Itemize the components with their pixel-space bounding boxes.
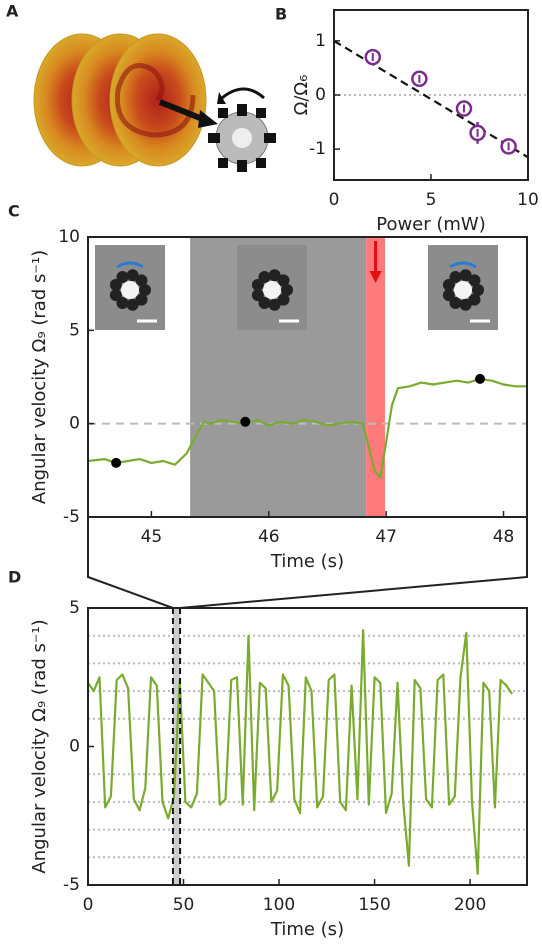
particle-center: [121, 281, 139, 299]
particle: [459, 298, 472, 311]
particle: [268, 269, 281, 282]
data-line: [87, 377, 527, 479]
inset-image: [237, 245, 307, 330]
particle: [126, 269, 139, 282]
particle: [135, 274, 148, 287]
y-axis-label: Angular velocity Ω₉ (rad s⁻¹): [29, 250, 50, 504]
particle: [258, 296, 271, 309]
particle-center: [454, 281, 472, 299]
x-tick-label: 0: [83, 895, 94, 915]
rotation-arrow: [221, 87, 266, 100]
plot-frame: [87, 607, 528, 886]
x-tick-label: 150: [358, 895, 390, 915]
x-tick-label: 200: [454, 895, 486, 915]
y-tick-label: -5: [63, 507, 80, 527]
shaded-region: [366, 237, 385, 517]
panel-label: A: [6, 2, 19, 21]
particle: [442, 278, 455, 291]
x-tick-label: 45: [141, 527, 163, 547]
particle: [468, 293, 481, 306]
x-axis-label: Time (s): [270, 919, 344, 940]
y-tick-label: -1: [309, 139, 326, 159]
arrow-shaft: [158, 99, 207, 123]
particle: [251, 278, 264, 291]
panel-label: B: [275, 5, 287, 24]
arrow-head: [198, 110, 218, 128]
particle: [109, 289, 122, 302]
particle: [116, 296, 129, 309]
y-tick-label: 10: [58, 227, 80, 247]
x-axis-label: Time (s): [270, 551, 344, 572]
marker: [240, 416, 251, 427]
x-tick-label: 5: [426, 190, 437, 210]
particle: [472, 284, 484, 296]
x-tick-label: 100: [263, 895, 295, 915]
y-tick-label: 0: [315, 85, 326, 105]
rotation-arrow-head: [217, 92, 226, 104]
particle: [126, 298, 139, 311]
rotation-arrow: [449, 261, 477, 269]
particle: [268, 298, 281, 311]
marker: [475, 373, 486, 384]
laser-arrow-head: [369, 271, 382, 283]
zoom-connector: [179, 517, 528, 609]
gear: [208, 104, 276, 172]
particle: [277, 274, 290, 287]
x-tick-label: 10: [517, 190, 539, 210]
y-tick-label: 0: [69, 414, 80, 434]
particle: [251, 289, 264, 302]
y-tick-label: 0: [69, 737, 80, 757]
x-tick-label: 0: [329, 190, 340, 210]
particle: [135, 293, 148, 306]
panel-label: C: [8, 202, 20, 221]
particle: [258, 271, 271, 284]
particle: [449, 296, 462, 309]
zoom-connector: [87, 517, 174, 609]
particle: [449, 271, 462, 284]
y-tick-label: 5: [69, 598, 80, 618]
x-tick-label: 47: [375, 527, 397, 547]
panel-label: D: [8, 568, 21, 587]
particle: [459, 269, 472, 282]
particle: [442, 289, 455, 302]
rotation-arrow: [116, 261, 144, 269]
inset-image: [95, 245, 165, 330]
plot-frame: [333, 9, 529, 181]
x-axis-label: Power (mW): [376, 214, 486, 235]
y-axis-label: Ω/Ω₆: [291, 75, 312, 116]
plot-frame: [87, 236, 528, 518]
particle: [116, 271, 129, 284]
y-tick-label: -5: [63, 875, 80, 895]
particle: [139, 284, 151, 296]
particle-center: [263, 281, 281, 299]
particle: [281, 284, 293, 296]
illustration: [33, 33, 276, 172]
x-tick-label: 48: [493, 527, 515, 547]
x-tick-label: 46: [258, 527, 280, 547]
chart-panel: 45 46 47 48 -5 0 5 10 C Time (s) Angular velocity …: [8, 202, 528, 572]
y-tick-label: 1: [315, 31, 326, 51]
particle: [109, 278, 122, 291]
spiral: [114, 63, 196, 138]
marker: [111, 457, 122, 468]
particle: [468, 274, 481, 287]
inset-image: [428, 245, 498, 330]
particle: [277, 293, 290, 306]
chart-panel: 0 5 10 -1 0 1 B Power (mW) Ω/Ω₆: [275, 5, 539, 236]
y-tick-label: 5: [69, 320, 80, 340]
data-line: [333, 39, 529, 159]
y-axis-label: Angular velocity Ω₉ (rad s⁻¹): [29, 619, 50, 873]
data-line: [87, 629, 514, 875]
x-tick-label: 50: [173, 895, 195, 915]
